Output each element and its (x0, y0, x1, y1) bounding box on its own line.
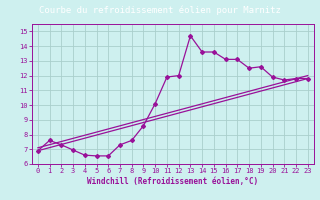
Text: Courbe du refroidissement éolien pour Marnitz: Courbe du refroidissement éolien pour Ma… (39, 5, 281, 15)
X-axis label: Windchill (Refroidissement éolien,°C): Windchill (Refroidissement éolien,°C) (87, 177, 258, 186)
